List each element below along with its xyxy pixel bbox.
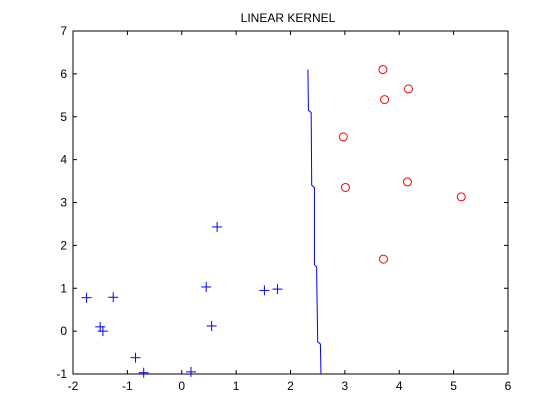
x-tick-label: 4: [396, 379, 403, 393]
axes-frame: [72, 30, 509, 375]
circle-marker-point: [378, 65, 388, 75]
circle-marker-point: [378, 254, 388, 264]
x-tick-label: -2: [68, 379, 79, 393]
plot-area: [81, 65, 466, 378]
y-axis: -1 0 1 2 3 4 5 6 7: [56, 24, 508, 381]
circle-marker-point: [402, 177, 412, 187]
circle-marker-point: [380, 95, 390, 105]
plus-marker-point: [185, 366, 196, 377]
x-tick-label: 6: [505, 379, 512, 393]
decision-boundary-line: [307, 69, 322, 375]
x-tick-label: 2: [287, 379, 294, 393]
circle-marker-point: [338, 132, 348, 142]
x-axis: -2 -1 0 1 2 3 4 5 6: [68, 31, 512, 393]
circle-marker-point: [340, 182, 350, 192]
plus-marker-point: [95, 321, 106, 332]
plus-marker-point: [212, 221, 223, 232]
y-tick-label: -1: [56, 367, 67, 381]
y-tick-label: 6: [60, 67, 67, 81]
plus-marker-point: [108, 292, 119, 303]
y-tick-label: 7: [60, 24, 67, 38]
x-tick-label: 3: [342, 379, 349, 393]
circle-marker-point: [456, 192, 466, 202]
x-tick-label: -1: [122, 379, 133, 393]
y-tick-label: 2: [60, 238, 67, 252]
x-tick-label: 0: [178, 379, 185, 393]
plus-marker-point: [130, 352, 141, 363]
plus-marker-point: [138, 367, 149, 378]
plus-marker-point: [272, 284, 283, 295]
y-tick-label: 1: [60, 281, 67, 295]
x-tick-label: 5: [450, 379, 457, 393]
plus-marker-point: [201, 281, 212, 292]
plus-marker-point: [81, 292, 92, 303]
y-tick-label: 5: [60, 110, 67, 124]
plus-marker-point: [259, 285, 270, 296]
plus-marker-point: [206, 320, 217, 331]
circle-marker-point: [403, 84, 413, 94]
y-tick-label: 3: [60, 196, 67, 210]
y-tick-label: 4: [60, 153, 67, 167]
chart-title: LINEAR KERNEL: [241, 11, 336, 25]
y-tick-label: 0: [60, 324, 67, 338]
plus-marker-point: [97, 326, 108, 337]
x-tick-label: 1: [233, 379, 240, 393]
